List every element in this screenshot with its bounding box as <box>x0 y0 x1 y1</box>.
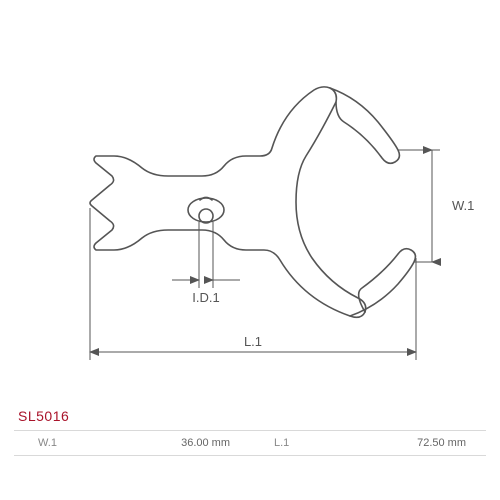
technical-drawing: L.1 W.1 I.D.1 <box>0 0 500 405</box>
spec-w1-value: 36.00 mm <box>95 437 250 449</box>
dim-label-id1: I.D.1 <box>192 290 219 305</box>
dim-label-w1: W.1 <box>452 198 474 213</box>
spec-l1-value: 72.50 mm <box>331 437 486 449</box>
divider-bottom <box>14 455 486 456</box>
divider-top <box>14 430 486 431</box>
part-code: SL5016 <box>18 408 69 424</box>
spec-w1-label: W.1 <box>14 437 95 449</box>
spec-row: W.1 36.00 mm L.1 72.50 mm <box>14 432 486 454</box>
spec-l1-label: L.1 <box>250 437 331 449</box>
dim-label-l1: L.1 <box>244 334 262 349</box>
part-outline <box>90 87 415 317</box>
